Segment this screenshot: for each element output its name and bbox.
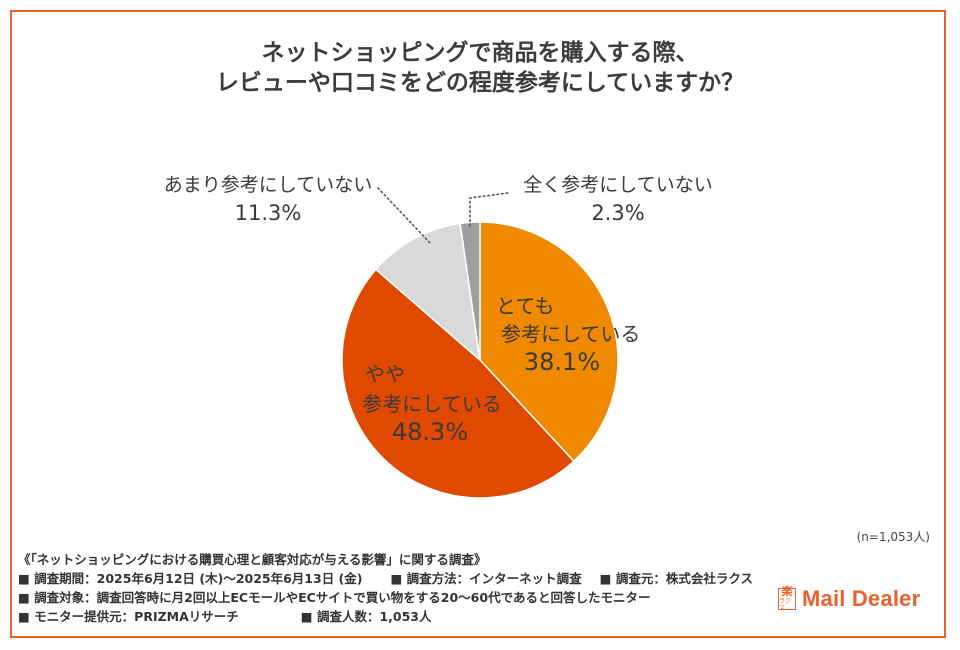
survey-target: ■ 調査対象：調査回答時に月2回以上ECモールやECサイトで買い物をする20〜6… bbox=[18, 590, 651, 605]
pie-slice bbox=[479, 221, 619, 463]
survey-heading: 《「ネットショッピングにおける購買心理と顧客対応が与える影響」に関する調査》 bbox=[18, 552, 487, 567]
logo-mark-kana: ラクス bbox=[779, 598, 792, 612]
slice-label-line: 参考にしている bbox=[501, 322, 640, 346]
title-line-2: レビューや口コミをどの程度参考にしていますか？ bbox=[215, 70, 745, 96]
title-line-1: ネットショッピングで商品を購入する際、 bbox=[261, 40, 699, 66]
logo-text: Mail Dealer bbox=[802, 586, 921, 611]
chart-title: ネットショッピングで商品を購入する際、 レビューや口コミをどの程度参考にしていま… bbox=[0, 38, 960, 98]
slice-label-line: やや bbox=[365, 362, 405, 386]
survey-source: ■ 調査元：株式会社ラクス bbox=[599, 571, 753, 586]
slice-label-line: とても bbox=[496, 294, 554, 318]
slice-value-label: 38.1% bbox=[524, 348, 600, 376]
survey-count: ■ 調査人数：1,053人 bbox=[300, 609, 432, 624]
survey-footer: 《「ネットショッピングにおける購買心理と顧客対応が与える影響」に関する調査》 ■… bbox=[18, 550, 753, 626]
rakus-logo-mark: 楽 ラクス bbox=[778, 585, 796, 612]
chart-frame bbox=[10, 10, 946, 638]
slice-label-line: 参考にしている bbox=[362, 392, 501, 416]
pie-slice bbox=[341, 268, 575, 499]
slice-value-label: 2.3% bbox=[591, 201, 644, 225]
leader-line bbox=[469, 192, 509, 227]
logo-mark-kanji: 楽 bbox=[781, 585, 793, 598]
slice-value-label: 48.3% bbox=[392, 418, 468, 446]
survey-provider: ■ モニター提供元：PRIZMAリサーチ bbox=[18, 609, 239, 624]
leader-line bbox=[377, 187, 432, 245]
survey-period: ■ 調査期間：2025年6月12日 (木)〜2025年6月13日 (金) bbox=[18, 571, 363, 586]
slice-label: 全く参考にしていない bbox=[523, 174, 712, 196]
pie-slice bbox=[459, 221, 481, 361]
mail-dealer-logo: 楽 ラクス Mail Dealer bbox=[778, 586, 920, 612]
survey-row-1: ■ 調査期間：2025年6月12日 (木)〜2025年6月13日 (金) ■ 調査… bbox=[18, 569, 753, 588]
survey-row-3: ■ モニター提供元：PRIZMAリサーチ ■ 調査人数：1,053人 bbox=[18, 607, 753, 626]
pie-slice bbox=[374, 222, 482, 362]
sample-size-note: (n=1,053人) bbox=[856, 530, 930, 544]
slice-label: あまり参考にしていない bbox=[164, 174, 372, 196]
survey-method: ■ 調査方法：インターネット調査 bbox=[390, 571, 582, 586]
slice-value-label: 11.3% bbox=[235, 201, 302, 225]
